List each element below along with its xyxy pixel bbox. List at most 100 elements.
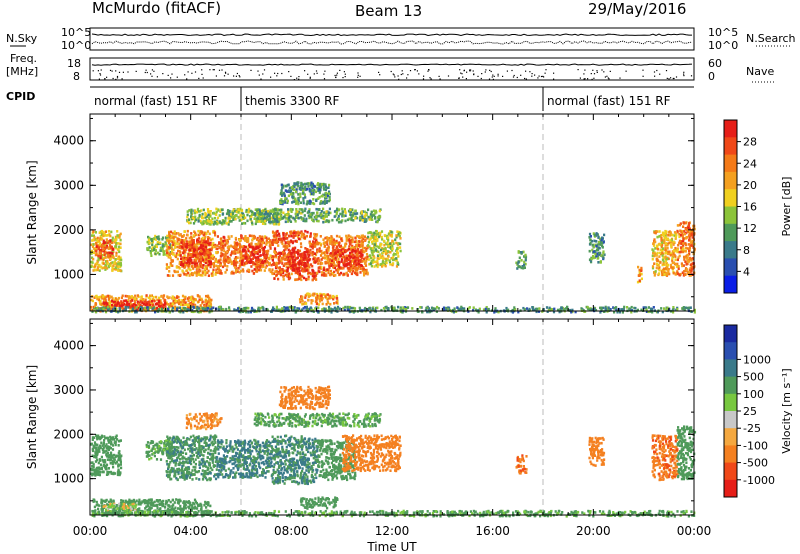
echo-cell [231,210,234,213]
echo-cell [117,260,120,264]
echo-cell [119,232,122,236]
echo-cell [288,186,291,190]
echo-cell [200,246,203,250]
echo-cell [240,257,243,261]
echo-cell [316,250,319,254]
echo-cell [359,259,362,262]
echo-cell [99,300,102,303]
echo-cell [230,220,233,223]
echo-cell [247,249,250,253]
echo-cell [380,230,384,233]
echo-cell [303,209,306,213]
echo-cell [349,251,352,255]
echo-cell [190,248,193,251]
echo-cell [252,253,255,256]
echo-cell [201,300,204,304]
echo-cell [165,263,168,266]
echo-cell [104,230,107,233]
echo-cell [210,262,213,266]
echo-cell [182,243,185,246]
noise-left-tick-high: 10^5 [61,26,91,39]
echo-cell [651,257,654,261]
echo-cell [296,213,299,217]
echo-cell [666,250,670,254]
echo-cell [201,222,204,226]
echo-cell [311,246,314,250]
echo-cell [691,240,694,243]
echo-cell [344,211,347,215]
nave-dot [642,69,644,71]
echo-cell [196,207,200,211]
echo-cell [381,238,384,241]
echo-cell [307,253,310,256]
echo-cell [218,269,222,272]
echo-cell [182,245,185,248]
echo-cell [666,242,669,246]
echo-cell [333,263,336,266]
echo-cell [589,241,592,245]
echo-cell [266,252,269,256]
echo-cell [664,246,667,250]
echo-cell [186,263,189,267]
echo-cell [117,242,120,245]
echo-cell [314,257,317,260]
echo-cell [102,262,105,265]
echo-cell [288,251,291,255]
echo-cell [342,214,345,218]
echo-cell [313,202,316,206]
echo-cell [151,298,155,301]
echo-cell [398,234,401,238]
echo-cell [352,246,355,250]
echo-cell [201,266,204,270]
echo-cell [201,216,204,219]
echo-cell [399,249,402,253]
echo-cell [134,294,137,298]
echo-cell [241,268,245,271]
echo-cell [275,265,278,268]
echo-cell [109,234,112,238]
echo-cell [670,240,673,244]
echo-cell [256,266,259,269]
echo-cell [341,252,345,256]
nave-dot [145,69,147,71]
echo-cell [219,272,222,275]
nave-dot [270,76,272,78]
echo-cell [207,300,210,303]
echo-cell [396,250,399,254]
nave-dot [323,73,325,75]
echo-cell [207,236,210,239]
echo-cell [176,257,179,261]
echo-cell [523,260,526,264]
echo-cell [231,215,234,219]
echo-cell [244,235,247,238]
nave-dot [666,77,668,79]
echo-cell [351,240,354,244]
echo-cell [196,267,199,270]
echo-cell [271,240,274,244]
echo-cell [292,192,295,195]
echo-cell [304,258,307,261]
echo-cell [208,222,211,226]
echo-cell [358,265,361,268]
echo-cell [686,259,689,263]
echo-cell [167,303,170,306]
echo-cell [399,246,402,249]
echo-cell [335,234,339,238]
echo-cell [331,272,334,275]
echo-cell [321,302,324,306]
echo-cell [209,223,212,226]
echo-cell [666,244,669,247]
nave-dot [236,72,238,75]
echo-cell [279,201,282,204]
echo-cell [289,207,292,211]
echo-cell [250,210,254,214]
nave-dot [470,69,472,71]
echo-cell [121,306,124,310]
echo-cell [671,257,674,260]
nave-dot [591,78,593,80]
nave-dot [683,73,685,75]
echo-cell [94,265,97,268]
echo-cell [652,251,655,255]
echo-cell [395,257,398,260]
echo-cell [280,210,283,214]
